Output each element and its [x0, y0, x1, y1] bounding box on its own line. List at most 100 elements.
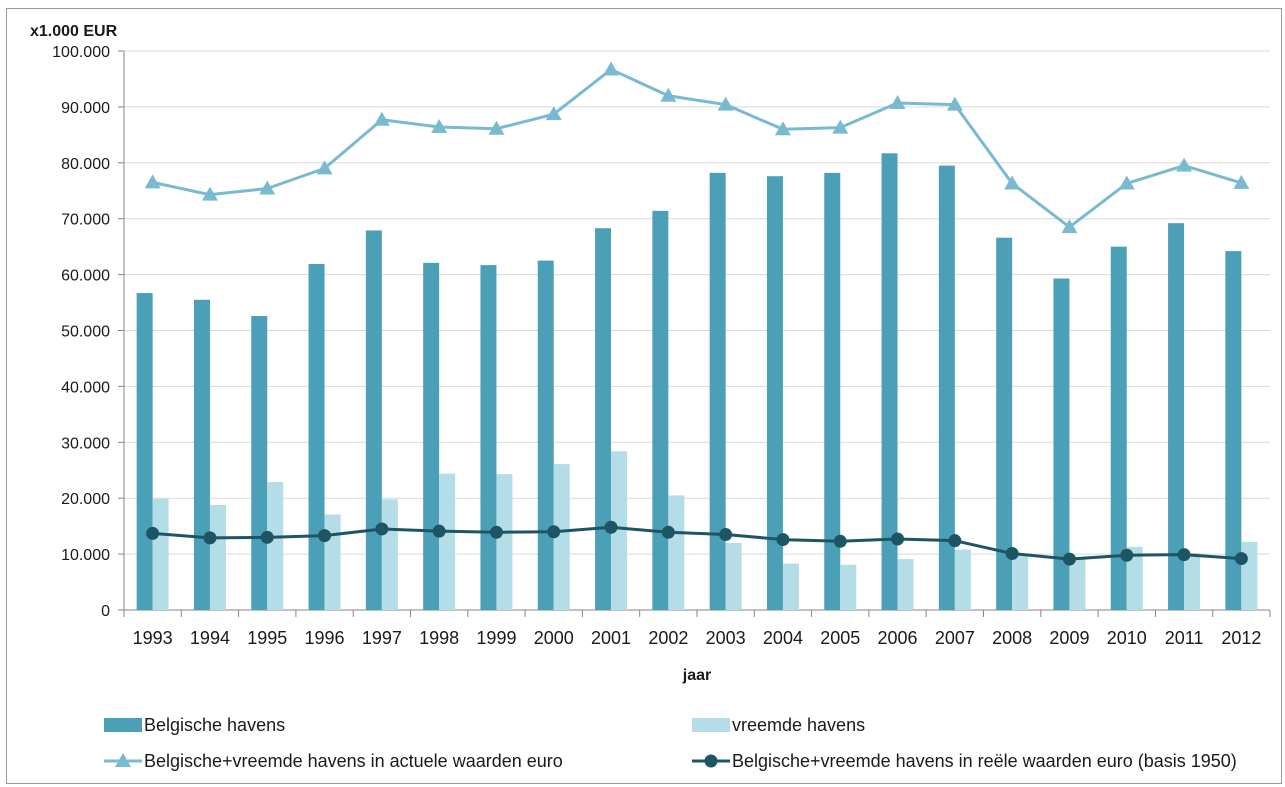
bar-vreemde-havens [725, 542, 742, 610]
point-reele-waarden [891, 532, 905, 546]
point-actuele-waarden [373, 111, 390, 126]
point-actuele-waarden [259, 180, 276, 195]
x-tick-label: 1993 [133, 628, 173, 648]
y-tick-label: 60.000 [61, 268, 110, 285]
bar-belgische-havens [1053, 278, 1070, 610]
bar-belgische-havens [1168, 223, 1185, 610]
point-actuele-waarden [431, 119, 448, 134]
x-tick-label: 2003 [706, 628, 746, 648]
y-axis-title: x1.000 EUR [30, 23, 118, 40]
point-reele-waarden [776, 533, 790, 547]
legend-marker [704, 754, 718, 768]
point-reele-waarden [432, 524, 446, 538]
y-tick-label: 20.000 [61, 491, 110, 508]
point-actuele-waarden [488, 120, 505, 135]
x-tick-label: 1998 [419, 628, 459, 648]
point-actuele-waarden [201, 186, 218, 201]
x-tick-label: 2006 [878, 628, 918, 648]
x-tick-label: 2005 [820, 628, 860, 648]
point-actuele-waarden [660, 87, 677, 102]
bar-belgische-havens [938, 165, 955, 610]
point-reele-waarden [489, 525, 503, 539]
point-actuele-waarden [1061, 219, 1078, 234]
bar-belgische-havens [709, 172, 726, 610]
x-axis-title: jaar [682, 667, 711, 684]
legend-label: Belgische havens [144, 715, 285, 735]
legend-label: Belgische+vreemde havens in actuele waar… [144, 751, 563, 771]
x-tick-label: 1997 [362, 628, 402, 648]
point-reele-waarden [318, 529, 332, 543]
y-tick-label: 40.000 [61, 379, 110, 396]
point-reele-waarden [661, 525, 675, 539]
point-reele-waarden [547, 525, 561, 539]
bar-vreemde-havens [611, 451, 628, 610]
y-tick-label: 100.000 [52, 44, 110, 61]
bar-vreemde-havens [897, 559, 914, 610]
bar-belgische-havens [996, 237, 1013, 610]
point-reele-waarden [260, 530, 274, 544]
point-actuele-waarden [946, 96, 963, 111]
point-actuele-waarden [1233, 174, 1250, 189]
point-reele-waarden [833, 534, 847, 548]
bar-belgische-havens [824, 172, 841, 610]
bar-vreemde-havens [496, 474, 513, 610]
point-reele-waarden [1005, 547, 1019, 561]
legend-label: Belgische+vreemde havens in reële waarde… [732, 751, 1237, 771]
point-actuele-waarden [603, 61, 620, 76]
point-reele-waarden [375, 522, 389, 536]
point-reele-waarden [1120, 548, 1134, 562]
legend-item: Belgische+vreemde havens in actuele waar… [104, 751, 563, 771]
bar-vreemde-havens [553, 464, 570, 610]
bar-vreemde-havens [954, 549, 971, 610]
y-tick-label: 80.000 [61, 156, 110, 173]
point-actuele-waarden [1118, 175, 1135, 190]
bar-vreemde-havens [668, 495, 685, 610]
bar-belgische-havens [136, 293, 153, 610]
bar-vreemde-havens [1126, 546, 1143, 610]
legend-item: Belgische havens [104, 715, 285, 735]
point-reele-waarden [1062, 552, 1076, 566]
point-reele-waarden [604, 520, 618, 534]
bar-vreemde-havens [267, 481, 284, 610]
legend-item: vreemde havens [692, 715, 865, 735]
y-tick-label: 10.000 [61, 547, 110, 564]
point-actuele-waarden [1004, 175, 1021, 190]
bar-vreemde-havens [152, 498, 169, 610]
bar-belgische-havens [766, 176, 783, 610]
x-tick-label: 2008 [992, 628, 1032, 648]
x-tick-label: 2004 [763, 628, 803, 648]
point-actuele-waarden [774, 121, 791, 136]
bar-vreemde-havens [439, 473, 456, 610]
bar-belgische-havens [480, 265, 497, 610]
bar-belgische-havens [251, 315, 268, 610]
y-tick-label: 70.000 [61, 212, 110, 229]
x-tick-label: 1999 [476, 628, 516, 648]
chart-frame [6, 8, 1282, 784]
point-reele-waarden [719, 528, 733, 542]
x-tick-label: 2000 [534, 628, 574, 648]
bar-belgische-havens [881, 153, 898, 610]
bar-vreemde-havens [324, 514, 341, 610]
bar-vreemde-havens [381, 499, 398, 610]
bar-belgische-havens [652, 210, 669, 610]
legend-swatch [692, 718, 730, 732]
bar-vreemde-havens [1069, 557, 1086, 610]
legend-item: Belgische+vreemde havens in reële waarde… [692, 751, 1237, 771]
bar-vreemde-havens [209, 504, 226, 610]
bar-vreemde-havens [1012, 554, 1029, 610]
point-reele-waarden [948, 534, 962, 548]
bar-belgische-havens [365, 230, 382, 610]
line-actuele-waarden [152, 67, 1242, 229]
point-reele-waarden [1234, 552, 1248, 566]
bar-belgische-havens [1225, 251, 1242, 610]
bar-belgische-havens [308, 263, 325, 610]
bar-belgische-havens [423, 262, 440, 610]
point-actuele-waarden [144, 174, 161, 189]
bar-belgische-havens [1110, 246, 1127, 610]
x-tick-label: 2002 [648, 628, 688, 648]
y-tick-label: 30.000 [61, 435, 110, 452]
point-reele-waarden [146, 526, 160, 540]
x-tick-label: 2010 [1107, 628, 1147, 648]
x-tick-label: 2001 [591, 628, 631, 648]
